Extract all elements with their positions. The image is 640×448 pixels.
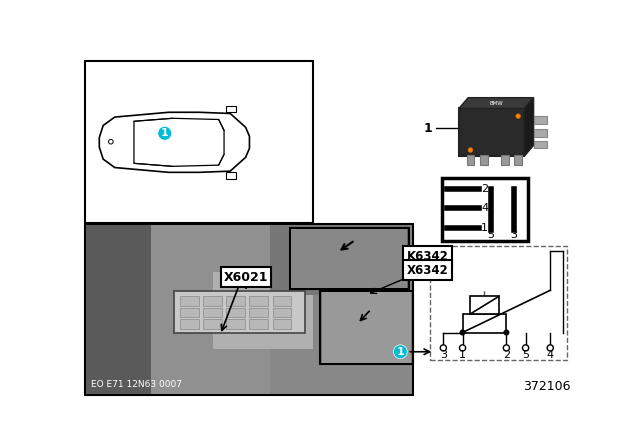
Bar — [227, 319, 245, 329]
Bar — [467, 155, 474, 165]
Circle shape — [503, 345, 509, 351]
Bar — [320, 291, 413, 364]
Bar — [86, 224, 413, 395]
Bar — [481, 155, 488, 165]
Bar — [501, 155, 509, 165]
Bar — [273, 296, 291, 306]
Circle shape — [516, 114, 520, 118]
Bar — [180, 308, 198, 317]
Bar — [180, 319, 198, 329]
Text: 1: 1 — [459, 350, 466, 360]
Text: 2: 2 — [481, 184, 488, 194]
Text: EO E71 12N63 0007: EO E71 12N63 0007 — [91, 380, 182, 389]
Text: 3: 3 — [440, 350, 447, 360]
Text: BMW: BMW — [490, 100, 503, 106]
Bar — [86, 225, 152, 394]
Bar — [227, 106, 236, 112]
Bar — [273, 308, 291, 317]
Text: X6342: X6342 — [406, 263, 448, 276]
Bar — [204, 308, 221, 317]
Text: 372106: 372106 — [523, 379, 570, 392]
Circle shape — [394, 345, 407, 359]
Polygon shape — [134, 118, 224, 166]
Text: 5: 5 — [522, 350, 529, 360]
Text: 4: 4 — [481, 203, 488, 213]
Bar — [463, 314, 506, 332]
Bar — [470, 297, 499, 314]
Bar — [273, 319, 291, 329]
Bar — [174, 291, 305, 333]
Text: K6342: K6342 — [406, 250, 449, 263]
Text: 1: 1 — [161, 128, 168, 138]
Text: 5: 5 — [488, 230, 495, 240]
Bar — [204, 319, 221, 329]
Text: 1: 1 — [481, 223, 488, 233]
Bar — [515, 155, 522, 165]
Bar — [429, 246, 566, 360]
Bar — [250, 308, 268, 317]
Bar — [151, 225, 270, 394]
Circle shape — [158, 126, 172, 140]
Bar — [270, 225, 409, 295]
Circle shape — [522, 345, 529, 351]
Bar — [289, 228, 409, 289]
Bar — [322, 293, 411, 362]
Bar — [227, 308, 245, 317]
Bar — [227, 172, 236, 178]
Text: 1: 1 — [397, 347, 404, 357]
Circle shape — [460, 330, 465, 335]
Bar — [227, 296, 245, 306]
Circle shape — [440, 345, 447, 351]
Bar — [250, 296, 268, 306]
Polygon shape — [99, 112, 250, 172]
Bar — [534, 141, 547, 148]
Bar — [534, 116, 547, 124]
Bar — [442, 178, 528, 241]
Bar — [180, 296, 198, 306]
Bar — [212, 271, 312, 349]
Text: X6021: X6021 — [224, 271, 268, 284]
Bar — [459, 108, 524, 156]
Polygon shape — [524, 98, 534, 156]
Text: 3: 3 — [510, 230, 517, 240]
Text: 4: 4 — [547, 350, 554, 360]
Polygon shape — [459, 98, 534, 108]
Circle shape — [468, 148, 473, 152]
Circle shape — [460, 345, 466, 351]
Text: 2: 2 — [503, 350, 510, 360]
Bar — [291, 229, 407, 288]
Circle shape — [504, 330, 509, 335]
Circle shape — [547, 345, 554, 351]
Bar — [204, 296, 221, 306]
Bar — [534, 129, 547, 137]
Text: 1: 1 — [424, 122, 433, 135]
Bar — [250, 319, 268, 329]
Bar — [86, 61, 312, 223]
